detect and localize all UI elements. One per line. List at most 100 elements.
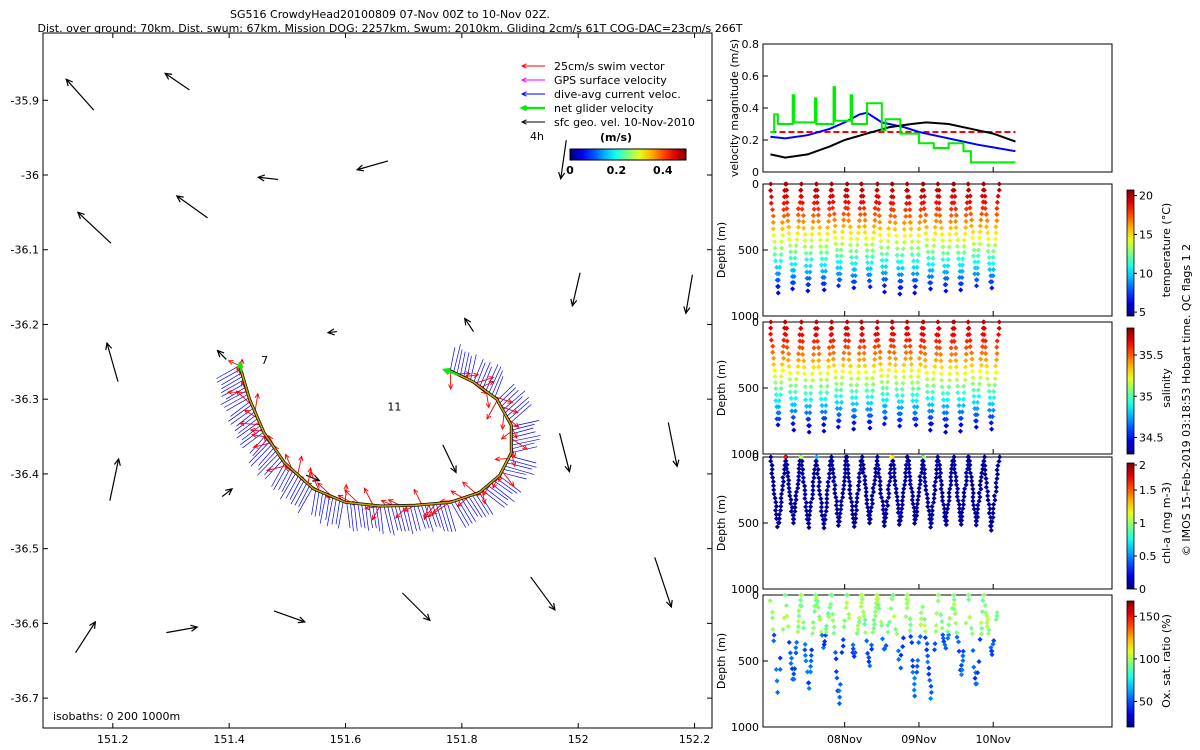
chlorophyll-point — [861, 466, 867, 472]
swim-vector-head — [456, 501, 463, 508]
chlorophyll-point — [966, 466, 972, 472]
map-x-tick-label: 151.2 — [97, 733, 129, 746]
chlorophyll-point — [875, 470, 881, 476]
chlorophyll-point — [883, 511, 889, 517]
swim-vector-head — [522, 444, 529, 450]
temperature-point — [795, 230, 801, 236]
swim-vector-head — [343, 483, 349, 490]
geo-vector-shaft — [221, 488, 233, 498]
geo-vector — [463, 317, 475, 333]
salinity-point — [922, 363, 928, 370]
oxygen-point — [828, 592, 834, 598]
salinity-point — [916, 355, 923, 361]
dive-avg-vector — [357, 503, 362, 528]
legend-arrow-head — [519, 104, 527, 112]
oxygen-point — [958, 672, 965, 678]
geo-vector-shaft — [464, 318, 475, 333]
chlorophyll-point — [901, 486, 907, 492]
chlorophyll-point — [921, 454, 927, 460]
temperature-point — [817, 237, 823, 243]
chlorophyll-point — [853, 515, 859, 521]
temperature-colorbar — [1126, 189, 1135, 317]
oxygen-point — [945, 635, 951, 641]
chlorophyll-point — [892, 482, 898, 488]
salinity-point — [810, 377, 816, 383]
geo-vector-head — [297, 616, 307, 624]
salinity-point — [963, 345, 969, 351]
chlorophyll-point — [986, 510, 992, 516]
geo-vector — [530, 576, 556, 612]
temperature-point — [940, 256, 946, 263]
swim-vector-head — [485, 402, 491, 409]
salinity-colorbar-tick-label: 34.5 — [1139, 432, 1164, 445]
swim-vector-shaft — [310, 471, 320, 492]
chlorophyll-point — [945, 506, 951, 512]
oxygen-point — [977, 636, 983, 642]
geo-vector-shaft — [685, 274, 694, 314]
swim-vector-head — [488, 376, 495, 382]
oxygen-point — [916, 639, 922, 646]
chlorophyll-point — [791, 516, 797, 522]
temperature-point — [844, 187, 850, 193]
salinity-point — [838, 387, 844, 393]
oxygen-point — [846, 611, 852, 617]
geo-vector-head — [450, 465, 457, 474]
chlorophyll-point — [792, 504, 798, 511]
oxygen-colorbar-tick-label: 100 — [1139, 653, 1160, 666]
chlorophyll-point — [928, 520, 935, 526]
salinity-point — [793, 383, 799, 389]
dive-avg-vector — [511, 438, 540, 446]
salinity-point — [840, 368, 846, 374]
chlorophyll-point — [896, 522, 902, 528]
oxygen-point — [980, 598, 986, 604]
oxygen-point — [823, 629, 829, 635]
geo-vector-head — [113, 457, 121, 466]
temperature-point — [837, 277, 843, 283]
dive-avg-vector — [504, 396, 523, 414]
swim-vector-head — [387, 499, 394, 504]
chlorophyll-point — [802, 491, 808, 497]
chlorophyll-point — [895, 510, 901, 516]
chlorophyll-point — [852, 519, 858, 526]
swim-vector-shaft — [250, 429, 264, 432]
oxygen-point — [903, 613, 909, 620]
geo-vector-head — [570, 298, 578, 308]
chlorophyll-point — [808, 504, 814, 510]
chlorophyll-point — [917, 477, 923, 483]
dive-avg-vector — [311, 489, 317, 516]
temperature-point — [926, 274, 932, 280]
oxygen-point — [986, 627, 992, 633]
map-y-tick-label: -36.6 — [11, 617, 39, 630]
temperature-point — [860, 199, 866, 205]
geo-vector — [166, 624, 199, 634]
dive-avg-vector — [453, 344, 461, 373]
oxygen-point — [859, 596, 865, 602]
chlorophyll-point — [920, 458, 926, 464]
swim-vector-head — [494, 456, 501, 462]
temperature-point — [787, 243, 793, 249]
salinity-point — [837, 405, 843, 412]
chlorophyll-point — [790, 520, 796, 526]
glider-track — [238, 365, 513, 507]
credit-text: © IMOS 15-Feb-2019 03:18:53 Hobart time.… — [1180, 244, 1193, 556]
salinity-point — [829, 325, 835, 331]
swim-vector-head — [310, 471, 315, 478]
chlorophyll-point — [834, 506, 840, 512]
chlorophyll-point — [995, 463, 1001, 469]
chlorophyll-point — [897, 518, 903, 524]
dive-avg-vector — [493, 480, 513, 494]
oxygen-point — [989, 652, 995, 658]
oxygen-point — [994, 609, 1000, 616]
salinity-point — [830, 356, 836, 362]
salinity-point — [864, 381, 870, 387]
chlorophyll-point — [943, 522, 949, 528]
oxygen-point — [985, 631, 991, 637]
chlorophyll-point — [880, 499, 886, 505]
temperature-point — [904, 200, 910, 206]
salinity-point — [980, 319, 986, 325]
salinity-point — [792, 389, 798, 395]
salinity-point — [802, 377, 809, 383]
chlorophyll-point — [910, 493, 916, 499]
oxygen-point — [911, 681, 917, 687]
